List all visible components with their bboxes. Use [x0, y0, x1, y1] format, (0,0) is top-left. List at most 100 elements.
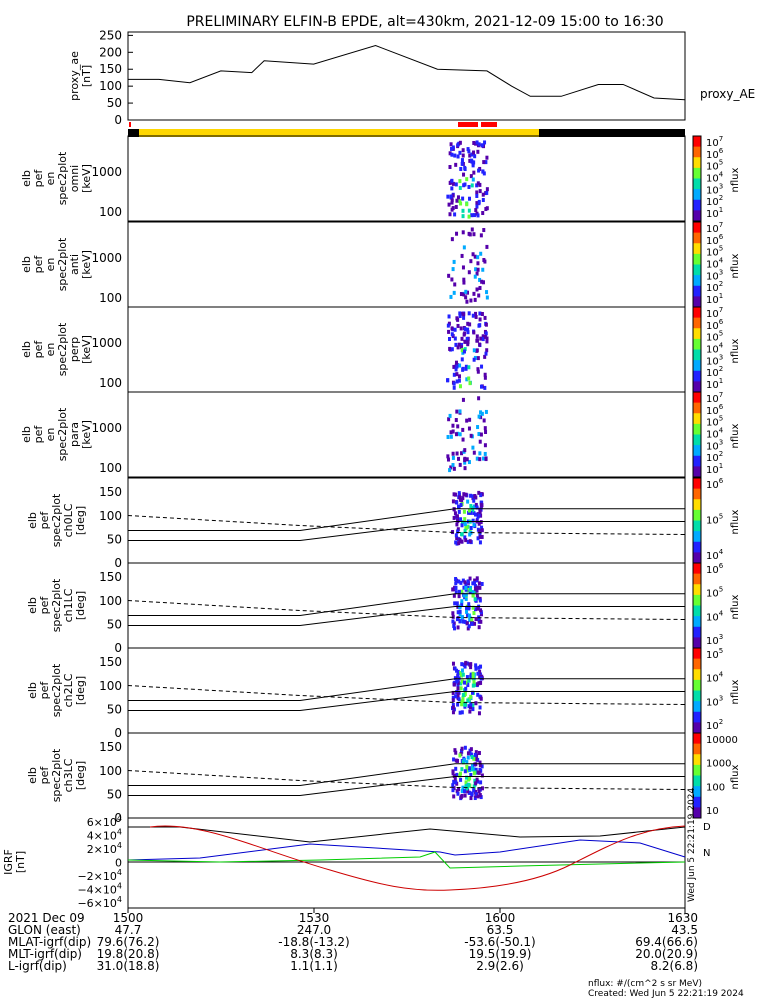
spectrogram-cell	[451, 145, 455, 150]
spectrogram-cell	[460, 679, 464, 684]
spectrogram-cell	[458, 710, 462, 715]
spectrogram-cell	[461, 520, 465, 525]
spectrogram-cell	[480, 525, 484, 530]
colorbar-tick: 104	[706, 609, 724, 623]
spectrogram-cell	[482, 258, 486, 263]
spectrogram-cell	[467, 585, 471, 590]
spectrogram-cell	[477, 787, 481, 792]
spectrogram-cell	[481, 280, 485, 285]
ylabel-line: pef	[32, 340, 45, 359]
spectrogram-cell	[469, 752, 473, 757]
spectrogram-cell	[454, 492, 458, 497]
spectrogram-cell	[458, 140, 462, 145]
spectrogram-cell	[472, 232, 476, 237]
spectrogram-cell	[466, 751, 470, 756]
spectrogram-cell	[461, 672, 465, 677]
ytick: 50	[107, 532, 122, 546]
spectrogram-cell	[452, 515, 456, 520]
spectrogram-cell	[475, 792, 479, 797]
spectrogram-cell	[477, 293, 481, 298]
spectrogram-cell	[449, 294, 453, 299]
spectrogram-cell	[460, 532, 464, 537]
spectrogram-cell	[481, 211, 485, 216]
spectrogram-cell	[477, 414, 481, 419]
spectrogram-cell	[461, 785, 465, 790]
spectrogram-panel-ch2: 150 100 50 0 elb pef spec2plot ch2LC [deg] 105 104…	[26, 647, 741, 740]
spectrogram-cell	[483, 372, 487, 377]
spectrogram-cell	[460, 662, 464, 667]
spectrogram-cell	[467, 510, 471, 515]
ylabel-line: spec2plot	[50, 493, 63, 547]
spectrogram-cell	[463, 466, 467, 471]
ytick: 100	[99, 205, 122, 219]
spectrogram-cell	[466, 683, 470, 688]
spectrogram-cell	[471, 683, 475, 688]
spectrogram-cell	[453, 336, 457, 341]
spectrogram-cell	[478, 189, 482, 194]
lc-upper-line	[128, 593, 685, 616]
ylabel-line: [deg]	[74, 506, 87, 535]
spectrogram-cell	[474, 767, 478, 772]
spectrogram-cell	[452, 492, 456, 497]
spectrogram-cell	[465, 760, 469, 765]
ytick: 50	[107, 787, 122, 801]
spectrogram-cell	[453, 153, 457, 158]
spectrogram-cell	[476, 692, 480, 697]
footer-cell: 69.4(66.6)	[635, 935, 698, 949]
spectrogram-cell	[485, 244, 489, 249]
spectrogram-cell	[465, 775, 469, 780]
spectrogram-cell	[480, 773, 484, 778]
spectrogram-cell	[470, 618, 474, 623]
ylabel-line: proxy_ae	[68, 51, 81, 101]
spectrogram-cell	[478, 532, 482, 537]
spectrogram-cell	[464, 780, 468, 785]
spectrogram-cell	[448, 346, 452, 351]
spectrogram-cell	[482, 418, 486, 423]
spectrogram-cell	[477, 581, 481, 586]
spectrogram-cell	[466, 626, 470, 631]
spectrogram-cell	[477, 625, 481, 630]
spectrogram-cell	[478, 540, 482, 545]
ae-ytick: 0	[114, 113, 122, 127]
spectrogram-cell	[474, 789, 478, 794]
colorbar-tick: 100	[706, 782, 725, 793]
ylabel-line: elb	[20, 341, 33, 358]
spectrogram-cell	[471, 508, 475, 513]
spectrogram-cell	[460, 589, 464, 594]
spectrogram-cell	[485, 295, 489, 300]
colorbar-tick: 101	[706, 462, 723, 476]
ae-ytick: 250	[99, 28, 122, 42]
spectrogram-cell	[455, 678, 459, 683]
spectrogram-cell	[461, 230, 465, 235]
spectrogram-cell	[485, 187, 489, 192]
ylabel-line: en	[44, 343, 57, 357]
ylabel-line: spec2plot	[56, 151, 69, 205]
colorbar-label: nflux	[730, 510, 741, 535]
spectrogram-cell	[459, 517, 463, 522]
igrf-red-line	[149, 825, 686, 891]
spectrogram-cell	[479, 780, 483, 785]
spectrogram-cell	[484, 322, 488, 327]
footer-cell: -18.8(-13.2)	[278, 935, 349, 949]
spectrogram-cell	[457, 378, 461, 383]
spectrogram-cell	[455, 500, 459, 505]
spectrogram-cell	[483, 426, 487, 431]
ylabel-line: en	[44, 428, 57, 442]
spectrogram-cell	[468, 618, 472, 623]
ylabel-line: IGRF	[2, 849, 15, 875]
spectrogram-cell	[476, 261, 480, 266]
panel-frame	[127, 647, 686, 734]
spectrogram-cell	[473, 297, 477, 302]
spectrogram-panel-ch0: 150 100 50 0 elb pef spec2plot ch0LC [deg] 106 105…	[26, 477, 741, 570]
spectrogram-cell	[455, 668, 459, 673]
orbit-info-table: 2021 Dec 09 1500 1530 1600 1630 GLON (east) 47…	[8, 911, 698, 973]
spectrogram-cell	[466, 579, 470, 584]
spectrogram-cell	[446, 454, 450, 459]
spectrogram-cell	[479, 415, 483, 420]
spectrogram-cell	[477, 616, 481, 621]
ylabel-line: elb	[20, 170, 33, 187]
spectrogram-cell	[463, 702, 467, 707]
spectrogram-cell	[475, 585, 479, 590]
spectrogram-cell	[458, 409, 462, 414]
